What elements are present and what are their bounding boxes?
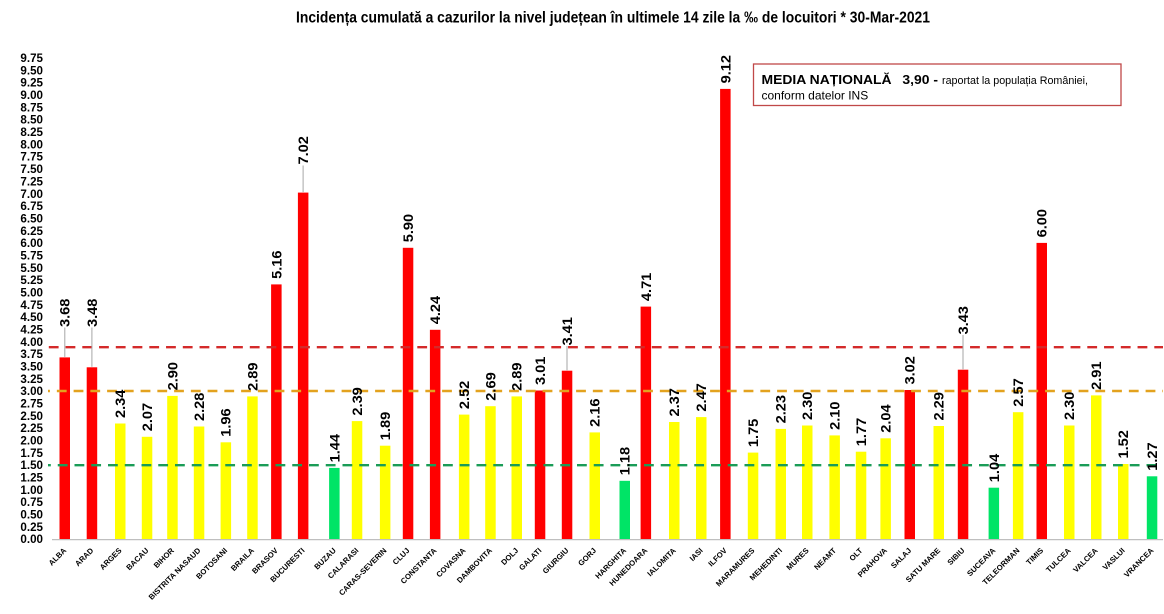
svg-text:2.29: 2.29	[931, 392, 946, 421]
svg-text:0.00: 0.00	[20, 533, 43, 546]
svg-text:0.25: 0.25	[20, 521, 43, 534]
svg-text:5.16: 5.16	[269, 250, 284, 279]
svg-text:9.25: 9.25	[20, 77, 43, 90]
svg-text:4.25: 4.25	[20, 324, 43, 337]
svg-text:MEDIA NAȚIONALĂ 3,90 -: MEDIA NAȚIONALĂ 3,90 -	[762, 72, 939, 87]
svg-text:4.24: 4.24	[428, 296, 443, 325]
svg-text:1.75: 1.75	[20, 447, 43, 460]
svg-text:3.75: 3.75	[20, 348, 43, 361]
svg-text:3.43: 3.43	[955, 306, 970, 335]
svg-text:2.69: 2.69	[483, 372, 498, 401]
svg-text:1.96: 1.96	[218, 408, 233, 437]
svg-text:9.12: 9.12	[718, 55, 733, 84]
svg-text:2.47: 2.47	[694, 383, 709, 412]
svg-text:2.39: 2.39	[349, 387, 364, 416]
svg-text:8.50: 8.50	[20, 114, 43, 127]
svg-text:6.50: 6.50	[20, 212, 43, 225]
svg-text:2.34: 2.34	[113, 389, 128, 418]
svg-text:1.89: 1.89	[378, 412, 393, 441]
svg-text:1.44: 1.44	[327, 434, 342, 463]
svg-text:6.25: 6.25	[20, 225, 43, 238]
svg-text:1.77: 1.77	[853, 418, 868, 447]
svg-text:conform datelor INS: conform datelor INS	[762, 89, 869, 103]
svg-text:4.00: 4.00	[20, 336, 43, 349]
svg-text:Incidența cumulată a cazurilor: Incidența cumulată a cazurilor la nivel …	[296, 10, 930, 27]
svg-text:7.00: 7.00	[20, 188, 43, 201]
svg-text:2.50: 2.50	[20, 410, 43, 423]
svg-text:7.25: 7.25	[20, 175, 43, 188]
svg-text:1.00: 1.00	[20, 484, 43, 497]
svg-text:3.00: 3.00	[20, 385, 43, 398]
svg-text:2.75: 2.75	[20, 398, 43, 411]
svg-text:9.50: 9.50	[20, 64, 43, 77]
svg-text:1.75: 1.75	[745, 418, 760, 447]
svg-text:1.27: 1.27	[1144, 442, 1159, 471]
svg-text:8.75: 8.75	[20, 101, 43, 114]
svg-text:2.07: 2.07	[139, 403, 154, 432]
svg-text:2.91: 2.91	[1089, 361, 1104, 390]
svg-text:6.00: 6.00	[1034, 209, 1049, 238]
svg-text:5.00: 5.00	[20, 286, 43, 299]
svg-text:1.25: 1.25	[20, 472, 43, 485]
svg-text:2.90: 2.90	[165, 362, 180, 391]
svg-text:9.75: 9.75	[20, 52, 43, 65]
svg-text:2.52: 2.52	[457, 380, 472, 409]
svg-text:3.41: 3.41	[559, 317, 574, 346]
svg-text:3.25: 3.25	[20, 373, 43, 386]
svg-text:5.25: 5.25	[20, 274, 43, 287]
svg-text:9.00: 9.00	[20, 89, 43, 102]
svg-text:5.50: 5.50	[20, 262, 43, 275]
svg-text:2.89: 2.89	[245, 362, 260, 391]
svg-text:2.25: 2.25	[20, 422, 43, 435]
svg-text:8.00: 8.00	[20, 138, 43, 151]
svg-text:2.28: 2.28	[191, 392, 206, 421]
svg-text:2.57: 2.57	[1011, 378, 1026, 407]
svg-text:7.02: 7.02	[296, 136, 311, 165]
svg-text:4.50: 4.50	[20, 311, 43, 324]
svg-text:2.30: 2.30	[800, 391, 815, 420]
svg-text:raportat la populația României: raportat la populația României,	[942, 75, 1088, 87]
svg-text:3.01: 3.01	[532, 356, 547, 385]
svg-text:1.52: 1.52	[1116, 430, 1131, 459]
svg-text:0.50: 0.50	[20, 509, 43, 522]
svg-text:2.16: 2.16	[587, 398, 602, 427]
svg-text:3.48: 3.48	[84, 298, 99, 327]
svg-text:6.75: 6.75	[20, 200, 43, 213]
svg-text:4.75: 4.75	[20, 299, 43, 312]
svg-text:2.04: 2.04	[878, 404, 893, 433]
svg-text:1.18: 1.18	[617, 447, 632, 476]
svg-text:1.50: 1.50	[20, 459, 43, 472]
svg-text:1.04: 1.04	[986, 454, 1001, 483]
svg-text:6.00: 6.00	[20, 237, 43, 250]
svg-text:2.30: 2.30	[1062, 391, 1077, 420]
svg-text:7.75: 7.75	[20, 151, 43, 164]
svg-text:2.10: 2.10	[827, 401, 842, 430]
svg-text:3.50: 3.50	[20, 361, 43, 374]
svg-text:3.68: 3.68	[57, 298, 72, 327]
svg-text:2.23: 2.23	[773, 395, 788, 424]
svg-text:5.75: 5.75	[20, 249, 43, 262]
svg-text:0.75: 0.75	[20, 496, 43, 509]
svg-text:3.02: 3.02	[902, 356, 917, 385]
svg-text:8.25: 8.25	[20, 126, 43, 139]
svg-text:7.50: 7.50	[20, 163, 43, 176]
svg-text:2.00: 2.00	[20, 435, 43, 448]
svg-text:5.90: 5.90	[400, 214, 415, 243]
svg-text:2.89: 2.89	[509, 362, 524, 391]
svg-text:4.71: 4.71	[638, 272, 653, 301]
svg-text:2.37: 2.37	[667, 388, 682, 417]
